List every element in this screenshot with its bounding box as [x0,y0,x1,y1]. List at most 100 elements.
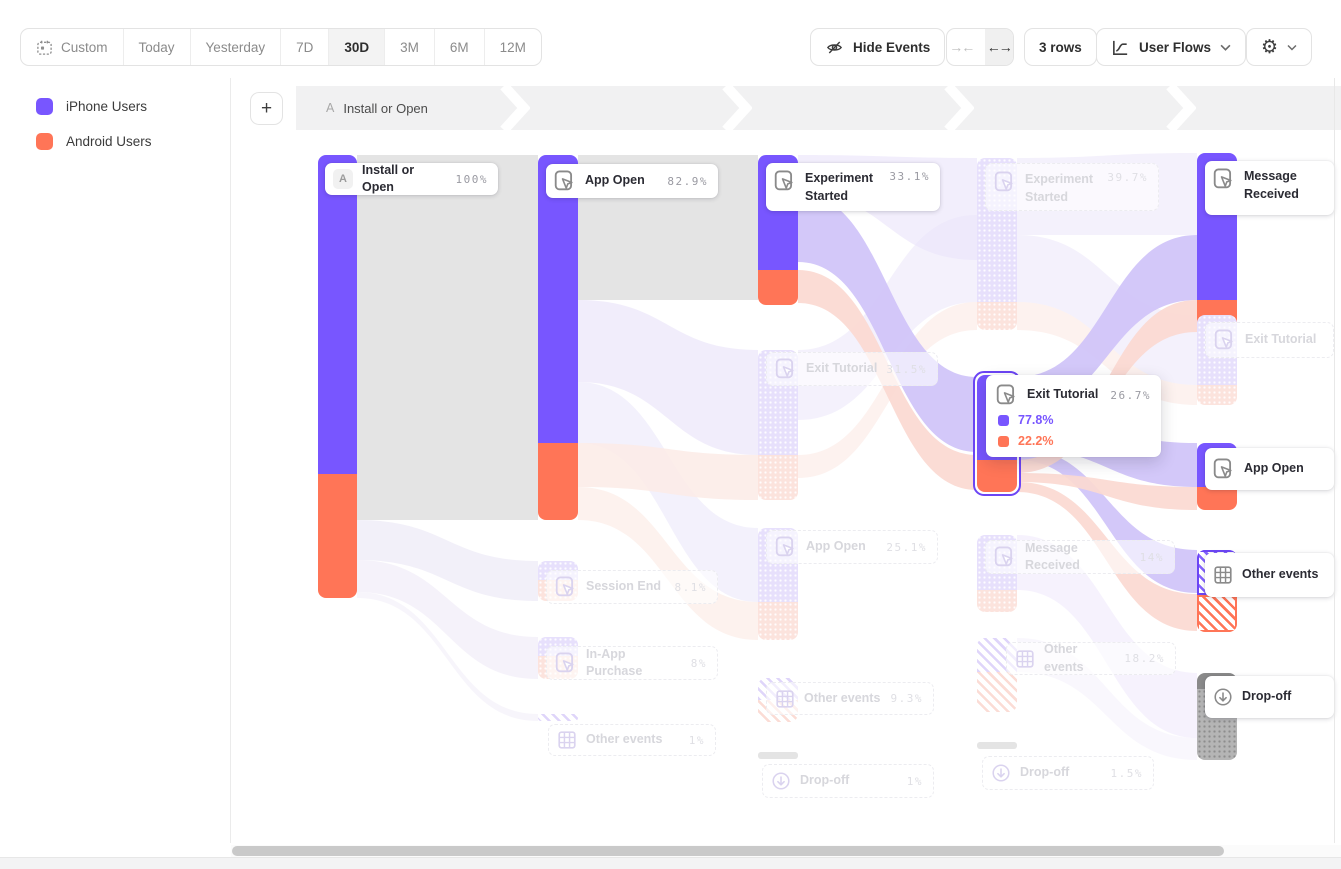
chevron-down-icon [1220,44,1231,51]
path-chevron-icon [500,82,531,134]
node-label-drop-off[interactable]: Drop-off 1% [762,764,934,798]
node-label-in-app-purchase[interactable]: In-App Purchase 8% [546,646,718,680]
view-selector-button[interactable]: User Flows [1096,28,1247,66]
node-name: Other events [1242,567,1319,582]
node-bar-segment [977,460,1017,492]
user-flows-icon [1113,40,1128,55]
settings-button[interactable]: ⚙ [1246,28,1312,66]
node-name: Other events [1044,642,1084,674]
node-label-exit-tutorial[interactable]: Exit Tutorial [1205,322,1334,358]
node-percent: 8% [690,656,707,670]
node-name: Other events [804,690,881,705]
range-button-today[interactable]: Today [124,29,191,65]
collapse-width-button[interactable]: →← [949,39,975,55]
width-toggle-group: →← ←→ [946,28,1014,66]
node-bar-segment [758,602,798,640]
page-bottom-strip [0,857,1341,869]
legend-label: Android Users [66,134,152,149]
node-label-exit-tutorial[interactable]: Exit Tutorial 31.5% [766,352,938,386]
breakdown-swatch [998,414,1009,426]
horizontal-scrollbar-thumb[interactable] [232,846,1224,856]
node-label-app-open[interactable]: App Open 25.1% [766,530,938,564]
breakdown-row: 22.2% [996,434,1151,448]
node-name: Other events [586,732,663,747]
legend-swatch [36,133,53,150]
node-label-message-received[interactable]: Message Received [1205,161,1334,215]
event-icon [1213,168,1232,189]
node-percent: 39.7% [1107,171,1148,184]
event-icon [994,171,1013,192]
node-tooltip-exit-tutorial[interactable]: Exit Tutorial 26.7% 77.8% 22.2% [986,375,1161,457]
path-header[interactable]: A Install or Open [296,86,1341,130]
node-percent: 1% [688,733,705,747]
node-percent: 25.1% [886,540,927,554]
node-label-other-events[interactable]: Other events 9.3% [766,682,934,715]
event-icon [994,546,1013,567]
node-label-other-events[interactable]: Other events [1205,553,1334,597]
node-bar-segment [977,590,1017,612]
drop-off-icon [772,772,790,790]
hide-events-button[interactable]: Hide Events [810,28,946,66]
hide-events-label: Hide Events [853,39,931,55]
range-button-custom[interactable]: Custom [21,29,124,65]
node-label-experiment-started[interactable]: Experiment Started 39.7% [985,163,1159,211]
range-button-30d[interactable]: 30D [329,29,386,65]
range-button-6m[interactable]: 6M [435,29,485,65]
node-label-app-open[interactable]: App Open 82.9% [546,164,718,198]
node-percent: 31.5% [886,362,927,376]
node-percent: 100% [455,172,488,186]
legend-item-iphone-users[interactable]: iPhone Users [36,98,152,115]
node-name: App Open [806,539,866,554]
node-bar-install-or-open[interactable] [318,155,357,598]
node-name: Exit Tutorial [806,361,878,376]
node-label-session-end[interactable]: Session End 8.1% [546,570,718,604]
node-bar-other-events[interactable] [538,714,578,721]
node-bar-segment [318,474,357,598]
drop-off-icon [1214,688,1232,706]
other-events-grid-icon [776,689,794,708]
node-bar-segment [538,714,578,721]
event-icon [774,170,793,191]
node-name: Exit Tutorial [1245,332,1317,347]
chart-right-border [1334,78,1335,843]
node-bar-drop-off[interactable] [977,742,1017,749]
node-label-drop-off[interactable]: Drop-off 1.5% [982,756,1154,790]
path-chevron-icon [722,82,753,134]
event-icon [775,536,794,557]
gear-icon: ⚙ [1261,36,1279,58]
legend-item-android-users[interactable]: Android Users [36,133,152,150]
add-step-button[interactable]: + [250,92,283,125]
node-label-message-received[interactable]: Message Received 14% [985,540,1175,574]
event-icon [775,358,794,379]
node-label-other-events[interactable]: Other events 1% [548,724,716,756]
rows-button[interactable]: 3 rows [1024,28,1097,66]
range-button-12m[interactable]: 12M [499,39,526,55]
node-name: Drop-off [1242,689,1292,704]
node-percent: 33.1% [889,170,930,183]
event-icon [996,384,1015,405]
node-name: App Open [585,173,645,188]
node-label-install-or-open[interactable]: A Install or Open 100% [325,163,498,195]
node-bar-drop-off[interactable] [758,752,798,759]
node-name: Session End [586,579,662,594]
path-chevron-icon [944,82,975,134]
range-button-7d[interactable]: 7D [281,29,330,65]
node-bar-segment [538,155,578,443]
node-label-other-events[interactable]: Other events 18.2% [1006,642,1176,675]
range-button-yesterday[interactable]: Yesterday [191,29,282,65]
node-name: In-App Purchase [586,646,643,679]
event-icon [555,576,574,597]
breakdown-swatch [998,435,1009,447]
node-label-experiment-started[interactable]: Experiment Started 33.1% [766,163,940,211]
node-bar-app-open[interactable] [538,155,578,520]
expand-width-button[interactable]: ←→ [984,29,1013,65]
node-name: Experiment Started [805,171,874,203]
event-icon [1214,329,1233,350]
node-label-app-open[interactable]: App Open [1205,448,1334,490]
node-bar-segment [758,752,798,759]
node-label-drop-off[interactable]: Drop-off [1205,676,1334,718]
node-percent: 82.9% [667,174,708,188]
node-name: Message Received [1025,540,1080,573]
range-button-3m[interactable]: 3M [385,29,435,65]
